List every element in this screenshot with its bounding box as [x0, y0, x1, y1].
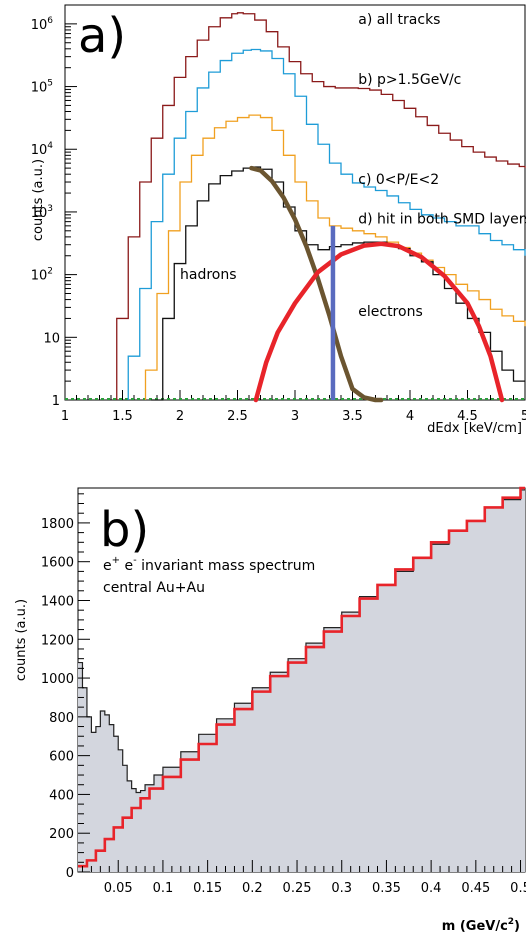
annotation-label: b) p>1.5GeV/c — [358, 72, 461, 88]
fit-curve-hadrons-fit — [249, 165, 384, 403]
y-tick-label: 0 — [66, 866, 74, 881]
panel-b-title: e+ e- invariant mass spectrum — [103, 555, 315, 574]
y-tick-label: 800 — [49, 711, 74, 726]
y-tick-label: 1000 — [41, 672, 74, 687]
x-tick-label: 0.25 — [283, 881, 312, 896]
x-tick-label: 3 — [291, 409, 299, 424]
annotation-label: d) hit in both SMD layers — [358, 212, 526, 228]
y-tick-label: 103 — [31, 204, 53, 221]
panel-b-series — [78, 486, 525, 872]
series-line-b-p-1-5gev-c — [127, 48, 526, 400]
x-tick-label: 2.5 — [227, 409, 248, 424]
y-tick-label: 1 — [52, 394, 60, 409]
panel-a-xlabel: dEdx [keV/cm] — [427, 421, 522, 436]
y-tick-label: 200 — [49, 827, 74, 842]
x-tick-label: 0.05 — [104, 881, 133, 896]
panel-a: a) 1 1.5 2 2.5 3 3.5 4 4.5 5 1 10 102 103 104 105 106 a… — [31, 4, 526, 436]
fit-curve-electrons-fit — [253, 241, 505, 403]
panel-a-series — [116, 12, 526, 403]
panel-b: 0.05 0.1 0.15 0.2 0.25 0.3 0.35 0.4 0.45 0.5 0 200 4… — [14, 486, 526, 934]
y-tick-label: 10 — [43, 331, 60, 346]
panel-a-label: a) — [78, 8, 126, 64]
x-tick-label: 3.5 — [342, 409, 363, 424]
y-tick-label: 1200 — [41, 633, 74, 648]
annotation-label: c) 0<P/E<2 — [358, 172, 439, 188]
y-tick-label: 1600 — [41, 556, 74, 571]
panel-a-ticks: 1 1.5 2 2.5 3 3.5 4 4.5 5 1 10 102 103 104 105 106 — [31, 4, 526, 424]
x-tick-label: 4 — [406, 409, 414, 424]
x-tick-label: 0.5 — [510, 881, 526, 896]
y-tick-label: 1400 — [41, 594, 74, 609]
panel-b-xlabel: m (GeV/c2) — [442, 917, 520, 934]
panel-a-annotations: a) all tracks b) p>1.5GeV/c c) 0<P/E<2 d) h… — [180, 12, 526, 320]
annotation-label: electrons — [358, 304, 422, 320]
panel-b-label: b) — [100, 502, 149, 558]
x-tick-label: 0.45 — [461, 881, 490, 896]
y-tick-label: 102 — [31, 267, 53, 284]
y-tick-label: 105 — [31, 79, 53, 96]
annotation-label: hadrons — [180, 267, 237, 283]
panel-a-frame — [64, 4, 526, 401]
panel-b-subtitle: central Au+Au — [103, 580, 205, 596]
series-line-d-hit-in-both-smd-layers — [151, 166, 525, 401]
annotation-label: a) all tracks — [358, 12, 440, 28]
data-histogram-fill — [78, 489, 525, 872]
series-line-a-all-tracks — [116, 12, 526, 400]
x-tick-label: 0.35 — [372, 881, 401, 896]
background-histogram-line — [78, 486, 525, 868]
x-tick-label: 2 — [176, 409, 184, 424]
y-tick-label: 106 — [31, 16, 54, 33]
x-tick-label: 0.4 — [421, 881, 442, 896]
x-tick-label: 0.1 — [153, 881, 174, 896]
x-tick-label: 4.5 — [457, 409, 478, 424]
y-tick-label: 104 — [31, 141, 54, 158]
x-tick-label: 5 — [521, 409, 526, 424]
series-line-c-0-p-e-2 — [144, 114, 526, 400]
y-tick-label: 1800 — [41, 517, 74, 532]
y-tick-label: 400 — [49, 788, 74, 803]
x-tick-label: 0.15 — [193, 881, 222, 896]
x-tick-label: 0.2 — [242, 881, 263, 896]
y-tick-label: 600 — [49, 750, 74, 765]
x-tick-label: 0.3 — [331, 881, 352, 896]
panel-a-ylabel: counts (a.u.) — [31, 159, 46, 241]
x-tick-label: 1 — [61, 409, 69, 424]
x-tick-label: 1.5 — [112, 409, 133, 424]
panel-b-ylabel: counts (a.u.) — [14, 599, 29, 681]
panel-b-ticks: 0.05 0.1 0.15 0.2 0.25 0.3 0.35 0.4 0.45 0.5 0 200 4… — [41, 493, 526, 896]
